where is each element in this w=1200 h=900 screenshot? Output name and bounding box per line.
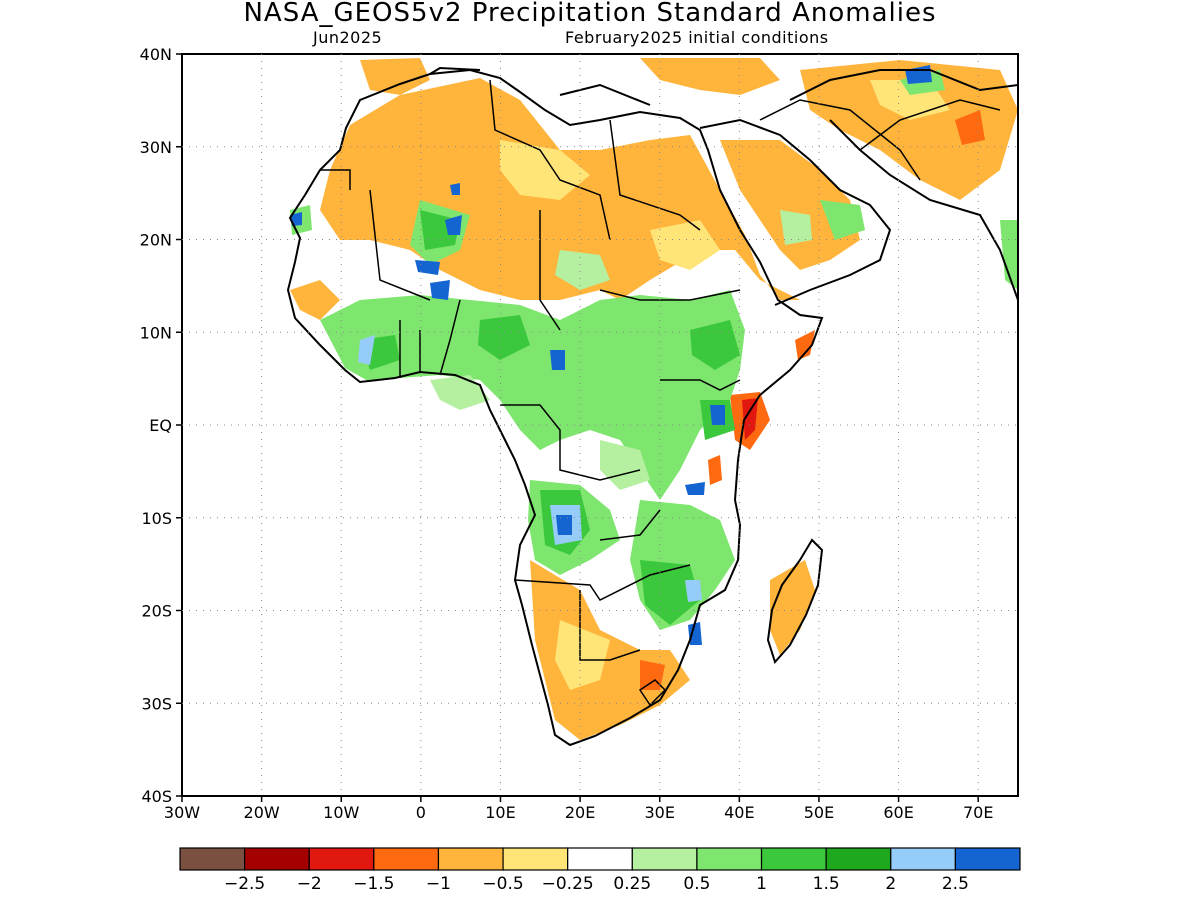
colorbar-label: −1 bbox=[426, 874, 451, 894]
lat-tick-label: 40S bbox=[141, 787, 172, 806]
colorbar-label: 1.5 bbox=[813, 874, 840, 894]
very-wet-anomalies bbox=[290, 65, 932, 645]
colorbar-swatch bbox=[179, 847, 246, 871]
initial-conditions: February2025 initial conditions bbox=[565, 28, 829, 47]
colorbar-swatch bbox=[631, 847, 698, 871]
country-borders bbox=[320, 79, 1001, 707]
map-area bbox=[286, 54, 1018, 747]
colorbar-swatch bbox=[760, 847, 827, 871]
lon-tick-label: 30E bbox=[644, 803, 674, 822]
lat-tick-label: 10N bbox=[140, 323, 172, 342]
lon-tick-label: 70E bbox=[963, 803, 993, 822]
colorbar-swatch bbox=[244, 847, 310, 871]
colorbar-label: 1 bbox=[756, 874, 767, 894]
colorbar-swatch bbox=[567, 847, 633, 871]
lat-tick-label: 30S bbox=[141, 694, 172, 713]
colorbar-label: −2 bbox=[297, 874, 322, 894]
colorbar-swatch bbox=[696, 847, 763, 871]
lon-tick-label: 50E bbox=[804, 803, 834, 822]
map-grid bbox=[176, 53, 1018, 802]
lat-tick-label: 20N bbox=[140, 231, 172, 250]
colorbar-label: −1.5 bbox=[353, 874, 394, 894]
lon-tick-label: 10W bbox=[323, 803, 359, 822]
chart-title: NASA_GEOS5v2 Precipitation Standard Anom… bbox=[243, 0, 937, 28]
colorbar-label: 2 bbox=[885, 874, 896, 894]
latitude-labels: 40N 30N 20N 10N EQ 10S 20S 30S 40S bbox=[140, 45, 172, 806]
colorbar-swatch bbox=[308, 847, 375, 871]
lon-tick-label: 60E bbox=[883, 803, 913, 822]
lat-tick-label: 10S bbox=[141, 509, 172, 528]
lon-tick-label: 10E bbox=[485, 803, 515, 822]
wet-anomalies bbox=[290, 70, 1018, 630]
lat-tick-label: 40N bbox=[140, 45, 172, 64]
colorbar-swatch bbox=[825, 847, 892, 871]
lat-tick-label: 20S bbox=[141, 602, 172, 621]
strong-wet-anomalies bbox=[360, 210, 740, 625]
colorbar-swatch bbox=[437, 847, 504, 871]
colorbar-label: −2.5 bbox=[224, 874, 265, 894]
colorbar-swatch bbox=[373, 847, 440, 871]
lon-tick-label: 0 bbox=[416, 803, 426, 822]
colorbar-labels: −2.5 −2 −1.5 −1 −0.5 −0.25 0.25 0.5 1 1.5 2 2.5 bbox=[224, 874, 969, 894]
colorbar-label: 2.5 bbox=[942, 874, 969, 894]
colorbar-swatch bbox=[890, 847, 956, 871]
colorbar-label: 0.25 bbox=[613, 874, 651, 894]
lat-tick-label: 30N bbox=[140, 138, 172, 157]
colorbar-label: −0.25 bbox=[542, 874, 594, 894]
coastlines bbox=[286, 66, 1018, 747]
colorbar bbox=[179, 847, 1021, 871]
lon-tick-label: 40E bbox=[724, 803, 754, 822]
lon-tick-label: 20W bbox=[244, 803, 280, 822]
colorbar-swatch bbox=[954, 847, 1021, 871]
lon-tick-label: 20E bbox=[565, 803, 595, 822]
colorbar-swatch bbox=[502, 847, 569, 871]
colorbar-label: 0.5 bbox=[683, 874, 710, 894]
lat-tick-label: EQ bbox=[149, 416, 172, 435]
colorbar-label: −0.5 bbox=[482, 874, 523, 894]
forecast-month: Jun2025 bbox=[313, 28, 383, 47]
lon-tick-label: 30W bbox=[164, 803, 200, 822]
longitude-labels: 30W 20W 10W 0 10E 20E 30E 40E 50E 60E 70E bbox=[164, 803, 994, 822]
